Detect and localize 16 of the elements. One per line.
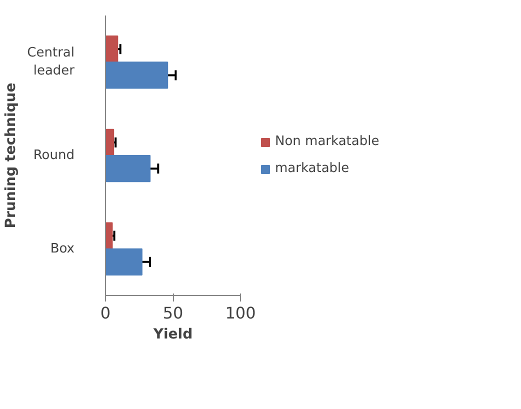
y-axis-title: Pruning technique	[3, 82, 20, 228]
x-tick-label: 0	[100, 304, 111, 322]
bar	[106, 155, 151, 182]
y-tick-label: Central leader	[27, 46, 76, 79]
legend-label: Non markatable	[275, 134, 380, 149]
bar	[106, 248, 142, 276]
x-tick-label: 100	[225, 304, 256, 322]
legend-label: markatable	[275, 161, 350, 176]
x-axis-title: Yield	[152, 326, 193, 342]
x-tick-label: 50	[162, 304, 184, 322]
y-tick-label: Round	[33, 148, 75, 163]
bar	[106, 36, 118, 63]
bar	[106, 128, 114, 156]
y-tick-label: Box	[50, 241, 75, 256]
bar	[106, 222, 113, 250]
bar	[106, 62, 168, 89]
